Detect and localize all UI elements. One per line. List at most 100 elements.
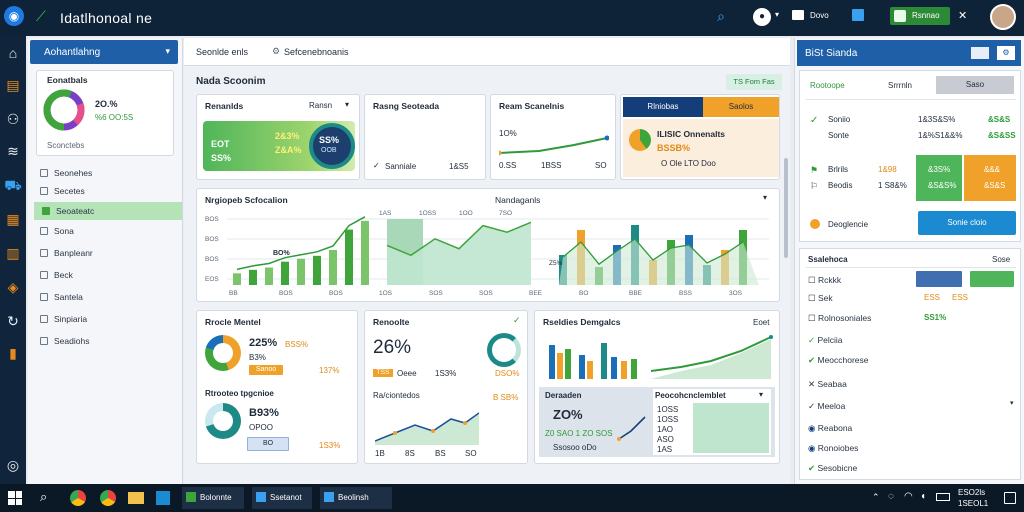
chevron-down-icon[interactable]: ▾ [345,100,350,109]
sidebar-item-beck[interactable]: Beck [32,266,172,284]
settings-icon[interactable]: ⚙ [272,46,281,56]
tab-sefcene[interactable]: Sefcenebnoanis [284,47,349,57]
account-icon[interactable]: ● [753,8,771,26]
y-tick-label: BOS [205,236,219,243]
notification-icon[interactable] [1004,492,1016,504]
list-value: ESS [924,293,941,302]
panel-a-button[interactable]: BO [247,437,289,451]
folder-icon[interactable]: ▤ [6,77,20,93]
sidebar: Aohantlahng ▾ Eonatbals 2O.% %6 OO:5S Sc… [28,38,183,484]
sidebar-item-seonehes[interactable]: Seonehes [32,164,172,182]
chevron-up-icon[interactable]: ⌃ [872,492,880,502]
list-item[interactable]: ✔ Meocchorese [808,355,869,366]
chevron-down-icon[interactable]: ▾ [775,10,780,19]
list-item[interactable]: ☐ Rckkk [808,275,841,286]
right-section-right[interactable]: Sose [992,255,1011,264]
data-point [617,437,621,441]
right-tab-button[interactable]: Saso [936,76,1014,94]
windows-start-icon[interactable] [8,491,22,505]
truck-icon[interactable]: ⛟ [4,177,22,193]
bar [345,229,353,285]
app-logo-icon[interactable]: ◉ [4,6,24,26]
browser-icon[interactable] [70,490,86,506]
list-item[interactable]: ☐ Sek [808,293,833,304]
tab-saolos[interactable]: Saolos [703,97,779,117]
battery-icon[interactable] [936,493,950,501]
clock-date[interactable]: 1SEOL1 [958,499,989,508]
list-item[interactable]: ✕ Seabaa [808,379,847,390]
tag-icon[interactable]: ◈ [7,279,19,295]
sidebar-item-seadiohs[interactable]: Seadiohs [32,332,172,350]
chevron-down-icon[interactable]: ▾ [759,390,764,399]
scrollbar[interactable] [784,158,788,258]
wifi-icon[interactable]: ◠ [904,491,913,502]
list-item[interactable]: ◉ Ronoiobes [808,443,858,454]
sidebar-item-santela[interactable]: Santela [32,288,172,306]
clock-time[interactable]: ESO2ls [958,488,986,497]
help-icon[interactable]: ◎ [6,457,20,473]
home-icon[interactable]: ⌂ [8,45,18,61]
doc-icon [40,187,48,195]
avatar[interactable] [990,4,1016,30]
search-icon[interactable]: ⌕ [40,489,48,504]
sidebar-item-label: Seadiohs [54,336,90,346]
user-label[interactable]: Dovo [810,11,829,20]
area-fill [559,239,759,285]
list-item[interactable]: ✔ Sesobicne [808,463,857,474]
right-row-value: 1&98 [878,165,897,174]
x-tick: 8S [405,449,415,458]
window-icon[interactable] [971,47,989,59]
mail-icon[interactable] [792,10,804,20]
chip-btn[interactable] [916,271,962,287]
right-tab[interactable]: Srrrnln [888,81,913,90]
sidebar-item-sinpiaria[interactable]: Sinpiaria [32,310,172,328]
tab-rlniobas[interactable]: Rlniobas [623,97,703,117]
people-icon[interactable]: ⚇ [6,111,20,127]
chevron-down-icon[interactable]: ▾ [763,193,768,202]
taskbar-item-label: Beolinsh [338,493,369,502]
app-icon[interactable] [156,491,170,505]
browser-icon[interactable] [100,490,116,506]
bar-chart-icon[interactable]: ▮ [9,345,17,361]
sound-icon[interactable]: ◖ [920,491,927,502]
bar [297,258,305,285]
check-icon: ✓ [810,115,819,126]
right-row-label: Brlrils [828,165,848,174]
folder-icon[interactable] [128,492,144,504]
panel-a-value: 225% [249,337,278,349]
search-icon[interactable]: ⌕ [717,8,725,24]
right-cta-button[interactable]: Sonie cloio [918,211,1016,235]
table-icon[interactable]: ▥ [6,245,20,261]
sidebar-item-banpleanr[interactable]: Banpleanr [32,244,172,262]
chevron-down-icon[interactable]: ▾ [1010,400,1014,407]
card-dropdown[interactable]: Ransn [309,101,333,110]
taskbar-item[interactable]: Beolinsh [320,487,392,509]
panel-corner-label[interactable]: Eoet [753,318,770,327]
sidebar-item-seoateatc[interactable]: Seoateatc [34,202,182,220]
sidebar-header[interactable]: Aohantlahng ▾ [30,40,178,64]
header-badge[interactable]: TS Fom Fas [726,74,782,90]
list-item[interactable]: ✓ Meeloa [808,401,845,412]
refresh-icon[interactable]: ↻ [7,313,19,329]
sidebar-item-sona[interactable]: Sona [32,222,172,240]
list-item[interactable]: ✓ Pelciia [808,335,843,346]
stack-icon[interactable]: ≋ [7,143,19,159]
tab-seonlde[interactable]: Seonlde enls [196,47,249,57]
settings-icon[interactable]: ⚙ [997,46,1015,60]
action-button[interactable]: Rsnnao [890,7,950,25]
taskbar-item[interactable]: Ssetanot [252,487,312,509]
bar [249,269,257,285]
right-row-label: Sonte [828,131,849,140]
list-item[interactable]: ☐ Rolnosoniales [808,313,871,324]
list-item[interactable]: ◉ Reabona [808,423,852,434]
taskbar-item[interactable]: Bolonnte [182,487,244,509]
grid-icon[interactable] [852,9,864,21]
right-tab[interactable]: Rootoope [810,81,845,90]
panel-b-value: DSO% [495,369,520,378]
panel-a-badge[interactable]: Sanoo [249,365,283,375]
close-icon[interactable]: ✕ [958,10,968,22]
network-icon[interactable]: ◌ [888,491,894,502]
sidebar-item-secetes[interactable]: Secetes [32,182,172,200]
chip-btn[interactable] [970,271,1014,287]
layout-icon[interactable]: ▦ [6,211,20,227]
